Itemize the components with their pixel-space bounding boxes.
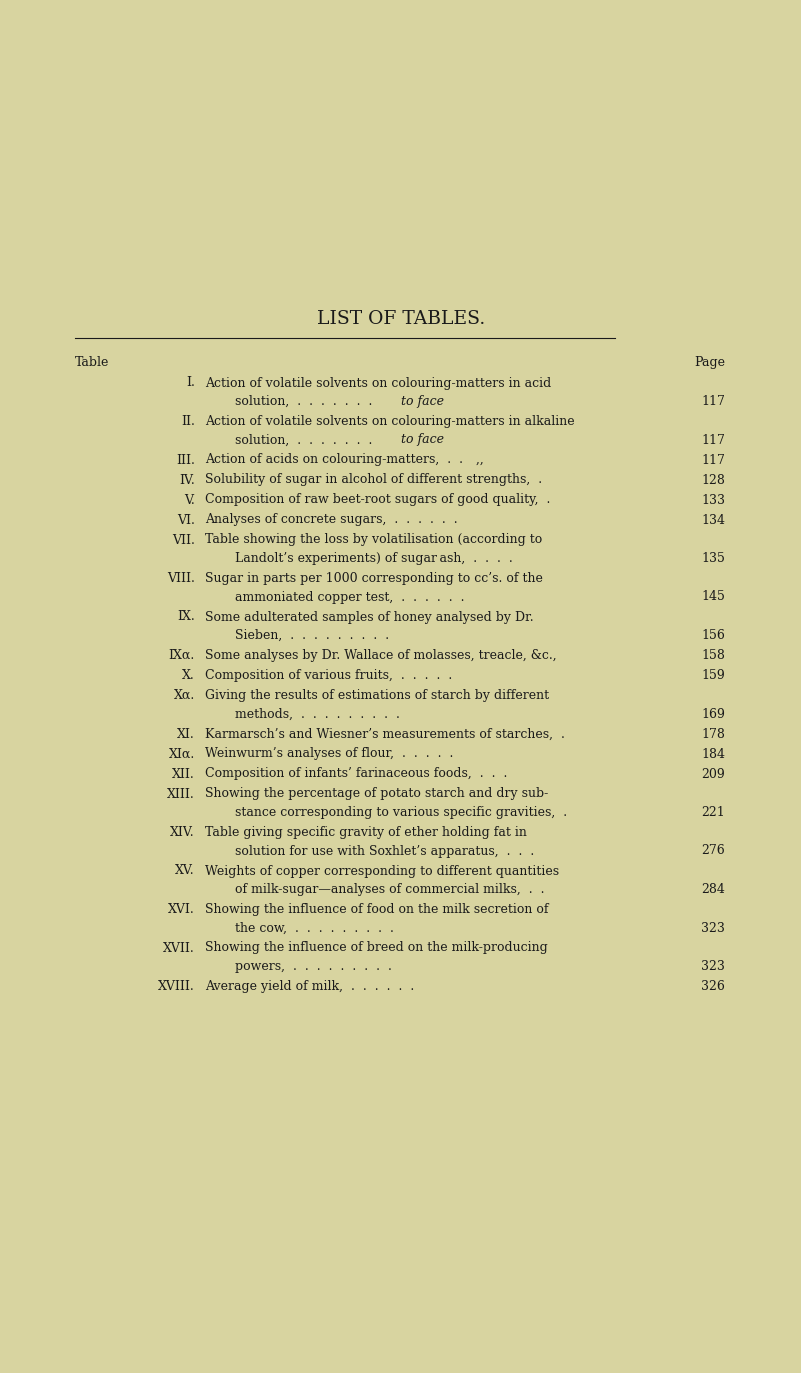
Text: Table showing the loss by volatilisation (according to: Table showing the loss by volatilisation… [205,534,542,546]
Text: XII.: XII. [172,768,195,780]
Text: IXα.: IXα. [169,649,195,662]
Text: Weights of copper corresponding to different quantities: Weights of copper corresponding to diffe… [205,865,559,877]
Text: Solubility of sugar in alcohol of different strengths,  .: Solubility of sugar in alcohol of differ… [205,474,542,486]
Text: Xα.: Xα. [174,689,195,702]
Text: solution for use with Soxhlet’s apparatus,  .  .  .: solution for use with Soxhlet’s apparatu… [235,844,534,858]
Text: 178: 178 [701,728,725,740]
Text: V.: V. [184,493,195,507]
Text: Karmarsch’s and Wiesner’s measurements of starches,  .: Karmarsch’s and Wiesner’s measurements o… [205,728,565,740]
Text: 221: 221 [701,806,725,820]
Text: IX.: IX. [177,611,195,623]
Text: Showing the influence of food on the milk secretion of: Showing the influence of food on the mil… [205,903,549,916]
Text: X.: X. [183,669,195,682]
Text: XVIII.: XVIII. [159,980,195,993]
Text: of milk-sugar—analyses of commercial milks,  .  .: of milk-sugar—analyses of commercial mil… [235,883,545,897]
Text: Table: Table [75,356,110,369]
Text: Sieben,  .  .  .  .  .  .  .  .  .: Sieben, . . . . . . . . . [235,629,389,643]
Text: Sugar in parts per 1000 corresponding to cc’s. of the: Sugar in parts per 1000 corresponding to… [205,573,543,585]
Text: 135: 135 [701,552,725,566]
Text: 133: 133 [701,493,725,507]
Text: Showing the percentage of potato starch and dry sub-: Showing the percentage of potato starch … [205,788,548,800]
Text: 117: 117 [701,395,725,408]
Text: XIα.: XIα. [169,747,195,761]
Text: 159: 159 [701,669,725,682]
Text: 284: 284 [701,883,725,897]
Text: Weinwurm’s analyses of flour,  .  .  .  .  .: Weinwurm’s analyses of flour, . . . . . [205,747,453,761]
Text: XIV.: XIV. [171,827,195,839]
Text: XV.: XV. [175,865,195,877]
Text: Page: Page [694,356,725,369]
Text: XIII.: XIII. [167,788,195,800]
Text: methods,  .  .  .  .  .  .  .  .  .: methods, . . . . . . . . . [235,707,400,721]
Text: XI.: XI. [177,728,195,740]
Text: solution,  .  .  .  .  .  .  .: solution, . . . . . . . [235,395,380,408]
Text: II.: II. [181,415,195,428]
Text: VII.: VII. [172,534,195,546]
Text: Some analyses by Dr. Wallace of molasses, treacle, &c.,: Some analyses by Dr. Wallace of molasses… [205,649,557,662]
Text: XVII.: XVII. [163,942,195,954]
Text: 117: 117 [701,453,725,467]
Text: 209: 209 [701,768,725,780]
Text: VIII.: VIII. [167,573,195,585]
Text: IV.: IV. [179,474,195,486]
Text: III.: III. [176,453,195,467]
Text: 169: 169 [701,707,725,721]
Text: Some adulterated samples of honey analysed by Dr.: Some adulterated samples of honey analys… [205,611,533,623]
Text: 156: 156 [701,629,725,643]
Text: 117: 117 [701,434,725,446]
Text: to face: to face [401,434,445,446]
Text: Table giving specific gravity of ether holding fat in: Table giving specific gravity of ether h… [205,827,527,839]
Text: Showing the influence of breed on the milk-producing: Showing the influence of breed on the mi… [205,942,548,954]
Text: 276: 276 [701,844,725,858]
Text: Landolt’s experiments) of sugar ash,  .  .  .  .: Landolt’s experiments) of sugar ash, . .… [235,552,513,566]
Text: ammoniated copper test,  .  .  .  .  .  .: ammoniated copper test, . . . . . . [235,590,465,604]
Text: Giving the results of estimations of starch by different: Giving the results of estimations of sta… [205,689,549,702]
Text: Action of volatile solvents on colouring-matters in alkaline: Action of volatile solvents on colouring… [205,415,574,428]
Text: Composition of raw beet-root sugars of good quality,  .: Composition of raw beet-root sugars of g… [205,493,550,507]
Text: 323: 323 [701,960,725,973]
Text: 158: 158 [701,649,725,662]
Text: Analyses of concrete sugars,  .  .  .  .  .  .: Analyses of concrete sugars, . . . . . . [205,514,457,526]
Text: I.: I. [186,376,195,390]
Text: solution,  .  .  .  .  .  .  .: solution, . . . . . . . [235,434,380,446]
Text: Action of volatile solvents on colouring-matters in acid: Action of volatile solvents on colouring… [205,376,551,390]
Text: LIST OF TABLES.: LIST OF TABLES. [317,310,485,328]
Text: VI.: VI. [177,514,195,526]
Text: powers,  .  .  .  .  .  .  .  .  .: powers, . . . . . . . . . [235,960,392,973]
Text: the cow,  .  .  .  .  .  .  .  .  .: the cow, . . . . . . . . . [235,921,394,935]
Text: Composition of various fruits,  .  .  .  .  .: Composition of various fruits, . . . . . [205,669,453,682]
Text: 184: 184 [701,747,725,761]
Text: Composition of infants’ farinaceous foods,  .  .  .: Composition of infants’ farinaceous food… [205,768,507,780]
Text: stance corresponding to various specific gravities,  .: stance corresponding to various specific… [235,806,567,820]
Text: to face: to face [401,395,445,408]
Text: XVI.: XVI. [168,903,195,916]
Text: Average yield of milk,  .  .  .  .  .  .: Average yield of milk, . . . . . . [205,980,414,993]
Text: 326: 326 [701,980,725,993]
Text: 134: 134 [701,514,725,526]
Text: 145: 145 [701,590,725,604]
Text: Action of acids on colouring-matters,  .  .    ,,: Action of acids on colouring-matters, . … [205,453,484,467]
Text: 323: 323 [701,921,725,935]
Text: 128: 128 [701,474,725,486]
